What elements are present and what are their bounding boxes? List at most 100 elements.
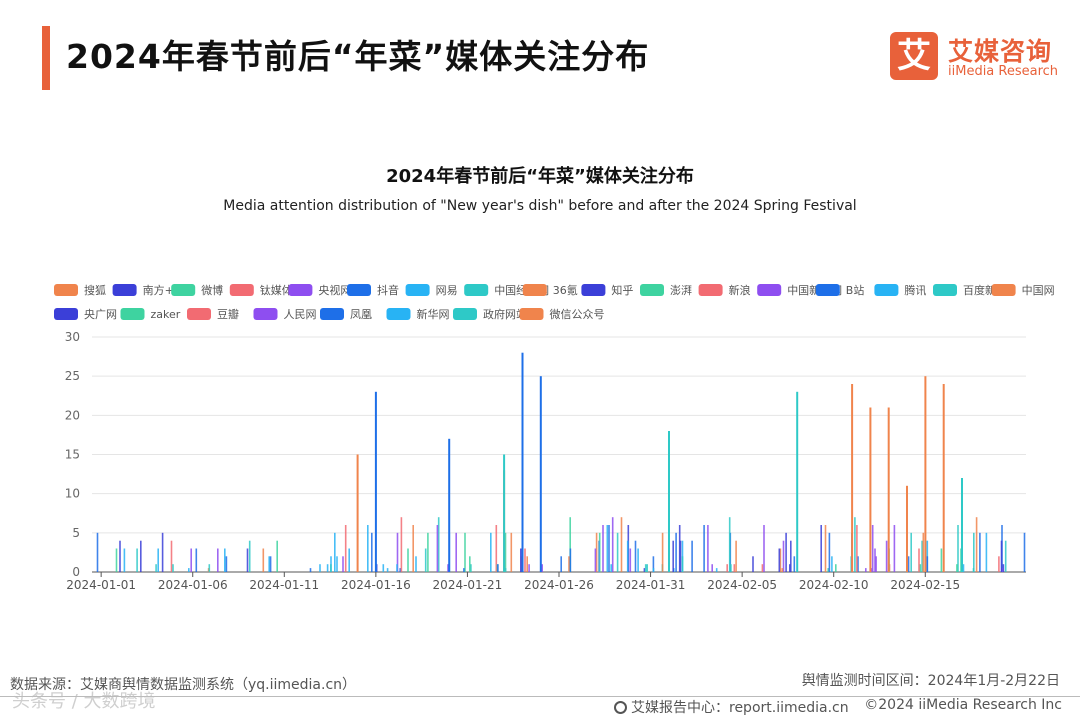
bar xyxy=(400,517,403,572)
legend-swatch xyxy=(464,284,489,296)
legend-swatch xyxy=(519,308,544,320)
legend-label: 新华网 xyxy=(417,307,450,321)
bar xyxy=(871,525,874,572)
bar xyxy=(661,532,664,572)
bar xyxy=(856,525,858,572)
data-source: 数据来源：艾媒商舆情数据监测系统（yq.iimedia.cn） xyxy=(10,677,357,693)
bar xyxy=(330,556,332,572)
bar xyxy=(629,548,632,572)
footer-divider xyxy=(0,696,1080,697)
bar xyxy=(820,525,822,572)
bar xyxy=(319,564,321,572)
bar xyxy=(790,540,792,572)
page-title: 2024年春节前后“年菜”媒体关注分布 xyxy=(66,37,650,76)
legend-swatch xyxy=(933,284,957,296)
bar xyxy=(779,548,782,572)
bar xyxy=(857,556,859,572)
bar xyxy=(528,564,530,572)
bar xyxy=(608,525,610,572)
legend-label: B站 xyxy=(846,283,865,297)
y-tick-label: 0 xyxy=(72,565,80,579)
bar xyxy=(412,525,414,572)
bar xyxy=(172,564,174,572)
bar xyxy=(972,568,975,572)
bar xyxy=(626,540,629,572)
bar xyxy=(940,548,943,572)
bar xyxy=(711,564,713,572)
bar xyxy=(730,564,732,572)
legend-label: 知乎 xyxy=(611,283,633,297)
bar xyxy=(782,540,785,572)
bar xyxy=(602,525,604,572)
bar xyxy=(962,564,965,572)
bar xyxy=(652,568,655,572)
bar xyxy=(326,564,329,572)
bar xyxy=(157,548,159,572)
bar xyxy=(752,556,754,572)
bar xyxy=(703,525,705,572)
bar xyxy=(455,532,457,572)
bar xyxy=(344,525,347,572)
x-tick-label: 2024-01-31 xyxy=(616,578,686,592)
bar xyxy=(865,568,867,572)
bar xyxy=(1002,564,1005,572)
bar xyxy=(637,548,639,572)
legend-swatch xyxy=(112,284,137,296)
x-tick-label: 2024-01-06 xyxy=(158,578,228,592)
bar xyxy=(733,564,736,572)
bar xyxy=(262,548,265,572)
legend-swatch xyxy=(54,284,78,296)
bar xyxy=(155,564,157,572)
globe-icon xyxy=(614,701,627,714)
bar xyxy=(827,568,829,572)
legend-label: 抖音 xyxy=(377,283,399,297)
bar xyxy=(119,540,121,572)
bar xyxy=(268,556,270,572)
monitor-period: 舆情监测时间区间：2024年1月-2月22日 xyxy=(801,673,1060,689)
bar xyxy=(885,540,888,572)
peak-bar xyxy=(539,376,542,572)
bar xyxy=(510,532,513,572)
iimedia-logo: 艾 艾媒咨询 iiMedia Research xyxy=(890,30,1060,86)
bar xyxy=(188,568,190,572)
bar xyxy=(1000,540,1003,572)
legend-swatch xyxy=(320,308,344,320)
bar xyxy=(386,568,389,572)
y-tick-label: 15 xyxy=(65,448,80,462)
bar xyxy=(524,548,526,572)
chart-subtitle: Media attention distribution of "New yea… xyxy=(223,198,857,214)
report-center-text: 艾媒报告中心：report.iimedia.cn xyxy=(631,700,849,716)
bar xyxy=(789,564,791,572)
bar xyxy=(246,548,249,572)
legend-label: 豆瓣 xyxy=(217,307,239,321)
peak-bar xyxy=(924,376,927,572)
bar xyxy=(225,556,228,572)
bar xyxy=(569,548,572,572)
bar xyxy=(371,532,373,572)
peak-bar xyxy=(374,391,377,572)
bar xyxy=(504,568,507,572)
bar xyxy=(495,525,498,572)
legend-label: 央视网 xyxy=(318,283,351,297)
bar xyxy=(975,517,978,572)
peak-bar xyxy=(869,407,872,572)
bar xyxy=(407,548,409,572)
legend-label: 微博 xyxy=(201,283,223,297)
legend-label: 钛媒体 xyxy=(260,283,293,297)
title-accent-bar xyxy=(42,26,50,90)
legend-swatch xyxy=(171,284,196,296)
bar xyxy=(957,525,959,572)
bar xyxy=(835,564,837,572)
bar xyxy=(606,525,609,572)
legend-swatch xyxy=(54,308,78,320)
x-tick-label: 2024-02-10 xyxy=(799,578,869,592)
bar xyxy=(1004,540,1007,572)
bar xyxy=(979,532,981,572)
peak-bar xyxy=(356,454,359,572)
bar xyxy=(691,540,693,572)
y-tick-label: 5 xyxy=(72,526,80,540)
bar xyxy=(463,568,465,572)
bar xyxy=(918,548,920,572)
bar xyxy=(910,532,912,572)
